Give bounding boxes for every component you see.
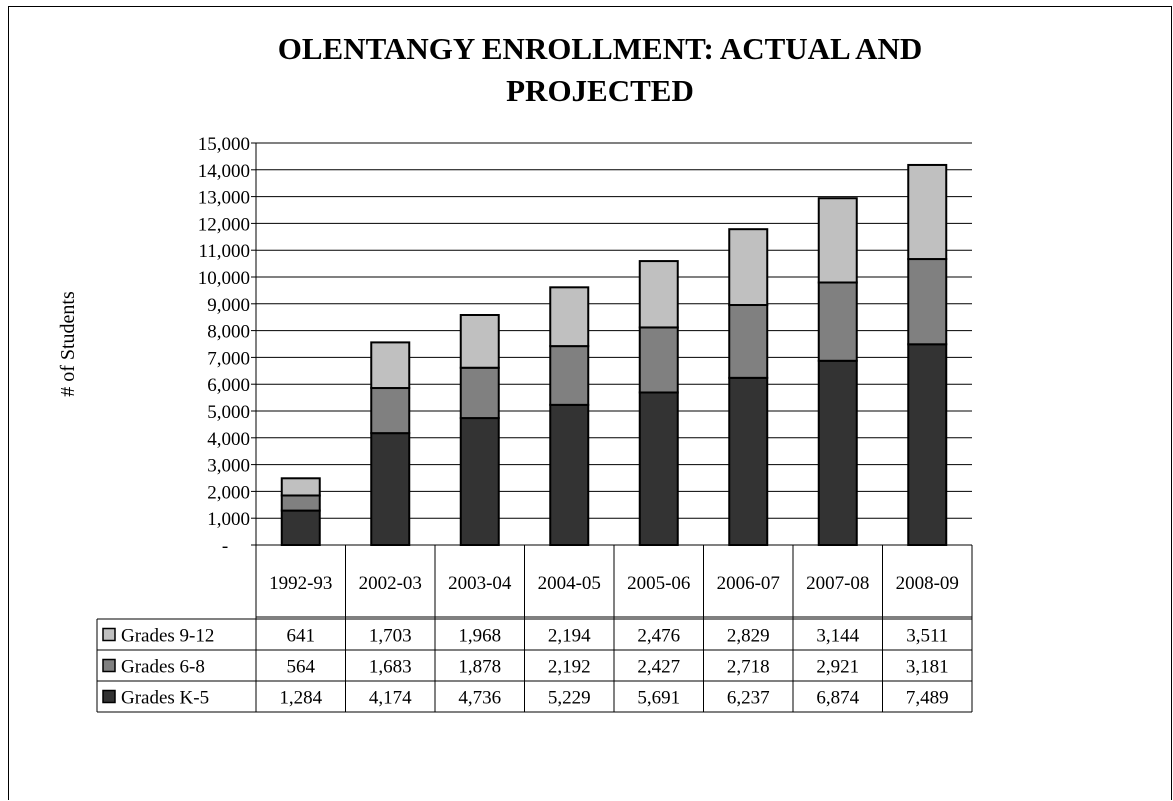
y-tick-label: 9,000 [207, 295, 250, 316]
y-tick-label: 7,000 [207, 348, 250, 369]
data-label: 2,194 [548, 626, 591, 647]
y-tick-label: 2,000 [207, 482, 250, 503]
data-label: 1,683 [369, 657, 412, 678]
chart-title: OLENTANGY ENROLLMENT: ACTUAL AND PROJECT… [277, 31, 923, 108]
data-label: 1,703 [369, 626, 412, 647]
bar-grades-k-5-2003-04 [459, 417, 500, 546]
bar-grades-k-5-2006-07 [728, 376, 769, 546]
bar-grades-k-5-2004-05 [549, 403, 590, 546]
category-label: 2002-03 [359, 573, 422, 594]
bar-grades-9-12-2007-08 [817, 197, 858, 284]
bar-grades-9-12-2006-07 [728, 228, 769, 307]
bar-grades-9-12-2002-03 [370, 341, 411, 390]
bar-grades-6-8-2004-05 [549, 345, 590, 406]
data-label: 5,229 [548, 688, 591, 709]
y-tick-label: 13,000 [198, 188, 250, 209]
category-label: 2005-06 [627, 573, 690, 594]
bar-grades-9-12-1992-93 [280, 477, 321, 497]
bar-grades-9-12-2004-05 [549, 286, 590, 348]
category-label: 2006-07 [717, 573, 780, 594]
bar-grades-6-8-2005-06 [638, 326, 679, 394]
bar-grades-9-12-2003-04 [459, 314, 500, 369]
data-label: 6,237 [727, 688, 770, 709]
y-tick-label: 12,000 [198, 214, 250, 235]
y-tick-label: 11,000 [198, 241, 250, 262]
y-tick-label: 15,000 [198, 134, 250, 155]
y-tick-label: 4,000 [207, 429, 250, 450]
y-tick-label: 1,000 [207, 509, 250, 530]
data-label: 2,427 [637, 657, 680, 678]
data-label: 1,284 [279, 688, 322, 709]
category-label: 2004-05 [538, 573, 601, 594]
bar-grades-k-5-1992-93 [280, 509, 321, 547]
data-label: 2,921 [816, 657, 859, 678]
data-label: 1,968 [458, 626, 501, 647]
bar-grades-6-8-2002-03 [370, 387, 411, 435]
bar-grades-6-8-2008-09 [907, 258, 948, 346]
category-label: 2003-04 [448, 573, 512, 594]
data-label: 3,144 [816, 626, 859, 647]
data-label: 641 [287, 626, 316, 647]
data-label: 2,476 [637, 626, 680, 647]
bar-grades-9-12-2005-06 [638, 260, 679, 329]
legend-label-grades-9-12: Grades 9-12 [121, 626, 214, 647]
data-label: 2,829 [727, 626, 770, 647]
data-label: 3,511 [906, 626, 948, 647]
y-tick-label: - [222, 536, 228, 557]
data-label: 564 [287, 657, 316, 678]
legend-key-grades-6-8 [102, 658, 116, 673]
data-label: 1,878 [458, 657, 501, 678]
category-label: 1992-93 [269, 573, 332, 594]
bar-grades-k-5-2008-09 [907, 343, 948, 546]
legend-key-grades-9-12 [102, 627, 116, 642]
legend-label-grades-6-8: Grades 6-8 [121, 657, 205, 678]
chart-frame [8, 6, 1172, 800]
data-label: 5,691 [637, 688, 680, 709]
data-label: 4,736 [458, 688, 501, 709]
y-tick-label: 5,000 [207, 402, 250, 423]
bar-grades-k-5-2005-06 [638, 391, 679, 546]
data-label: 6,874 [816, 688, 859, 709]
y-tick-label: 14,000 [198, 161, 250, 182]
category-label: 2007-08 [806, 573, 869, 594]
category-label: 2008-09 [896, 573, 959, 594]
y-axis-label: # of Students [57, 291, 79, 397]
y-tick-label: 3,000 [207, 456, 250, 477]
data-label: 4,174 [369, 688, 412, 709]
bar-grades-k-5-2007-08 [817, 359, 858, 546]
y-tick-label: 6,000 [207, 375, 250, 396]
bar-grades-9-12-2008-09 [907, 163, 948, 261]
y-tick-label: 10,000 [198, 268, 250, 289]
legend-label-grades-k-5: Grades K-5 [121, 688, 209, 709]
legend-key-grades-k-5 [102, 689, 116, 704]
bar-grades-6-8-1992-93 [280, 494, 321, 512]
bar-grades-k-5-2002-03 [370, 432, 411, 547]
bar-grades-6-8-2007-08 [817, 281, 858, 362]
data-label: 2,192 [548, 657, 591, 678]
bar-grades-6-8-2003-04 [459, 366, 500, 420]
data-label: 3,181 [906, 657, 949, 678]
data-label: 7,489 [906, 688, 949, 709]
bar-grades-6-8-2006-07 [728, 304, 769, 379]
y-tick-label: 8,000 [207, 322, 250, 343]
data-label: 2,718 [727, 657, 770, 678]
